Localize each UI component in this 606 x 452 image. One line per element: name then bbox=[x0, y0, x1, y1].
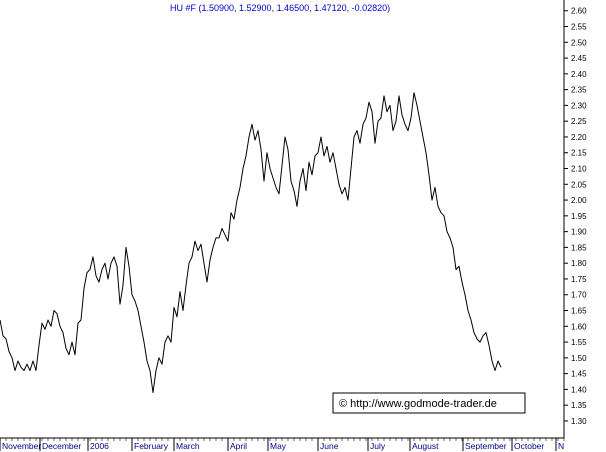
y-tick-label: 1.50 bbox=[571, 354, 587, 363]
y-tick-label: 2.25 bbox=[571, 117, 587, 126]
x-tick-label: December bbox=[42, 441, 81, 451]
credit-box: © http://www.godmode-trader.de bbox=[332, 392, 526, 414]
y-tick-label: 1.80 bbox=[571, 259, 587, 268]
y-tick-label: 2.30 bbox=[571, 101, 587, 110]
x-tick-label: July bbox=[370, 441, 386, 451]
y-tick-label: 1.55 bbox=[571, 338, 587, 347]
x-tick-label: April bbox=[230, 441, 247, 451]
x-tick-label: September bbox=[465, 441, 507, 451]
y-tick-label: 1.70 bbox=[571, 291, 587, 300]
y-tick-label: 2.60 bbox=[571, 7, 587, 16]
x-tick-label: October bbox=[514, 441, 544, 451]
y-tick-label: 2.10 bbox=[571, 165, 587, 174]
y-tick-label: 1.75 bbox=[571, 275, 587, 284]
series-group bbox=[0, 92, 502, 394]
y-tick-label: 2.50 bbox=[571, 38, 587, 47]
x-tick-label: August bbox=[412, 441, 439, 451]
x-tick-label: March bbox=[176, 441, 200, 451]
x-tick-label: June bbox=[320, 441, 339, 451]
y-tick-label: 2.15 bbox=[571, 149, 587, 158]
credit-text: © http://www.godmode-trader.de bbox=[339, 398, 497, 410]
y-tick-label: 1.60 bbox=[571, 322, 587, 331]
y-tick-label: 2.00 bbox=[571, 196, 587, 205]
y-tick-label: 2.55 bbox=[571, 23, 587, 32]
x-tick-label: May bbox=[270, 441, 287, 451]
series-line-0 bbox=[0, 92, 502, 394]
x-tick-label: February bbox=[134, 441, 169, 451]
y-tick-label: 1.85 bbox=[571, 243, 587, 252]
y-tick-label: 1.95 bbox=[571, 212, 587, 221]
y-tick-label: 2.40 bbox=[571, 70, 587, 79]
y-tick-label: 1.40 bbox=[571, 385, 587, 394]
x-tick-label: 2006 bbox=[90, 441, 109, 451]
y-tick-label: 1.90 bbox=[571, 228, 587, 237]
y-tick-label: 2.05 bbox=[571, 180, 587, 189]
y-tick-label: 2.35 bbox=[571, 86, 587, 95]
y-tick-label: 2.20 bbox=[571, 133, 587, 142]
credit-box-frame bbox=[332, 392, 526, 414]
x-axis: November December 2006 February March April Ma… bbox=[0, 437, 565, 451]
chart-title: HU #F (1.50900, 1.52900, 1.46500, 1.4712… bbox=[170, 3, 390, 13]
x-tick-label: November bbox=[2, 441, 41, 451]
y-tick-label: 1.30 bbox=[571, 417, 587, 426]
x-tick-label: N bbox=[558, 441, 564, 451]
y-tick-label: 1.65 bbox=[571, 307, 587, 316]
y-axis: 2.60 2.55 2.50 2.45 2.40 2.35 2.30 2.25 2.20 2.15… bbox=[563, 0, 587, 438]
y-tick-label: 1.45 bbox=[571, 370, 587, 379]
y-tick-label: 1.35 bbox=[571, 401, 587, 410]
y-tick-label: 2.45 bbox=[571, 54, 587, 63]
